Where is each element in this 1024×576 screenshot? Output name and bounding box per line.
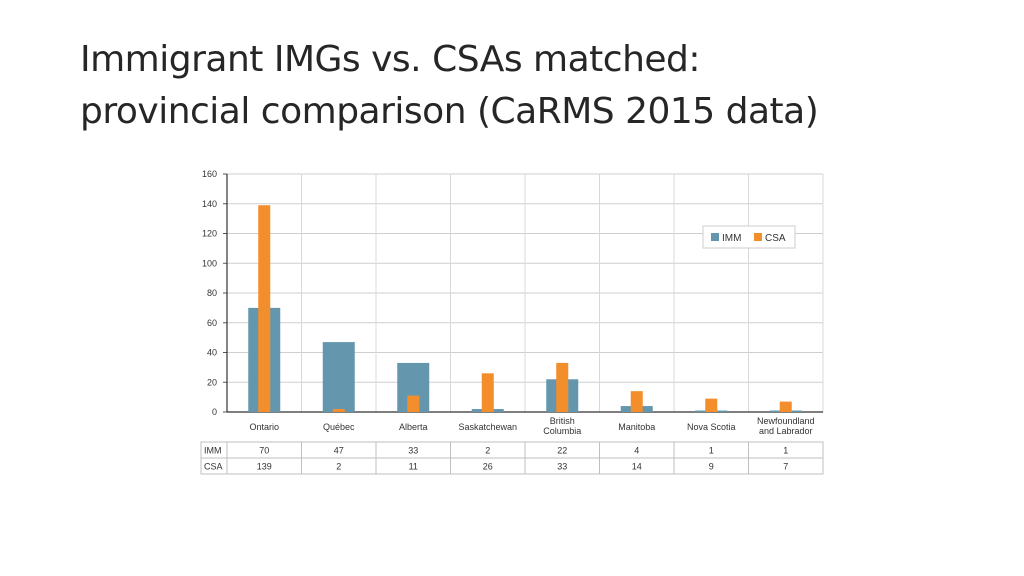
data-table-cell: 11	[409, 462, 418, 472]
x-category-label: and Labrador	[759, 426, 813, 436]
y-tick-label: 40	[207, 348, 217, 358]
data-table-cell: 1	[709, 446, 714, 456]
bar-csa	[556, 362, 569, 412]
bar-csa	[332, 409, 345, 412]
data-table-cell: 70	[259, 446, 269, 456]
data-table-cell: 2	[336, 462, 341, 472]
data-table-cell: 47	[334, 446, 344, 456]
bar-csa	[705, 398, 718, 412]
x-category-label: Manitoba	[618, 422, 655, 432]
x-category-label: Columbia	[543, 426, 581, 436]
data-table-cell: 33	[408, 446, 418, 456]
data-table-cell: 2	[485, 446, 490, 456]
legend-label-csa: CSA	[765, 233, 786, 244]
y-tick-label: 20	[207, 377, 217, 387]
data-table-cell: 22	[557, 446, 567, 456]
y-tick-label: 0	[212, 407, 217, 417]
slide-title-line-2: provincial comparison (CaRMS 2015 data)	[80, 91, 819, 132]
data-table-row-label: IMM	[204, 446, 222, 456]
data-table-cell: 4	[634, 446, 639, 456]
y-tick-label: 160	[202, 169, 217, 179]
x-category-label: Alberta	[399, 422, 428, 432]
y-tick-label: 140	[202, 199, 217, 209]
bar-csa	[630, 391, 643, 412]
data-table-cell: 33	[557, 462, 567, 472]
data-table-cell: 139	[257, 462, 272, 472]
legend-swatch-imm	[711, 233, 719, 241]
data-table-cell: 7	[783, 462, 788, 472]
bar-csa	[779, 401, 792, 412]
bar-csa	[407, 395, 420, 412]
data-table-cell: 1	[783, 446, 788, 456]
bar-imm	[322, 342, 355, 412]
data-table-cell: 14	[632, 462, 642, 472]
slide-title: Immigrant IMGs vs. CSAs matched: provinc…	[80, 34, 980, 138]
data-table-cell: 26	[483, 462, 493, 472]
data-table-cell: 9	[709, 462, 714, 472]
y-tick-label: 60	[207, 318, 217, 328]
legend-label-imm: IMM	[722, 233, 741, 244]
bar-csa	[258, 205, 271, 412]
y-tick-label: 100	[202, 258, 217, 268]
y-tick-label: 120	[202, 229, 217, 239]
x-category-label: Newfoundland	[757, 416, 815, 426]
x-category-label: Ontario	[249, 422, 279, 432]
x-category-label: Québec	[323, 422, 355, 432]
x-category-label: Nova Scotia	[687, 422, 736, 432]
legend-swatch-csa	[754, 233, 762, 241]
data-table-row-label: CSA	[204, 462, 223, 472]
slide-title-line-1: Immigrant IMGs vs. CSAs matched:	[80, 39, 701, 80]
x-category-label: Saskatchewan	[458, 422, 517, 432]
bar-csa	[481, 373, 494, 412]
legend-box	[702, 225, 796, 249]
y-tick-label: 80	[207, 288, 217, 298]
x-category-label: British	[550, 416, 575, 426]
